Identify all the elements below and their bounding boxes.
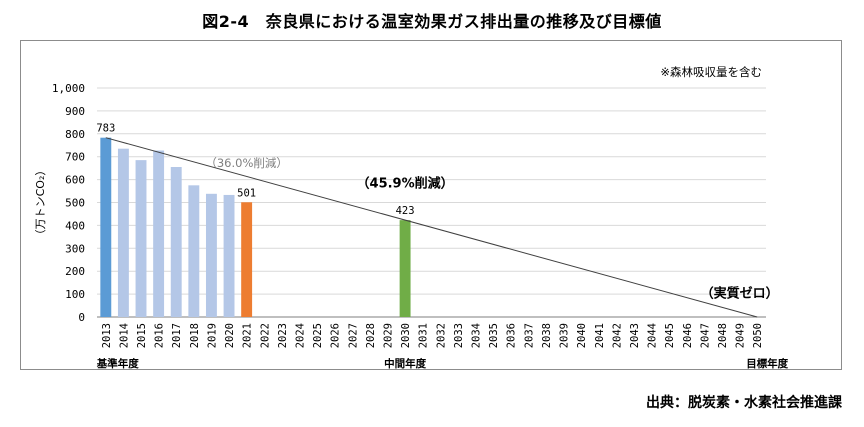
chart-note: ※森林吸収量を含む bbox=[660, 65, 762, 79]
y-tick-label: 400 bbox=[65, 219, 85, 232]
x-tick-label: 2048 bbox=[717, 323, 729, 348]
annotation-0: （36.0%削減） bbox=[205, 156, 288, 170]
x-tick-label: 2025 bbox=[312, 323, 324, 348]
chart-title: 図2-4 奈良県における温室効果ガス排出量の推移及び目標値 bbox=[202, 12, 662, 31]
data-label-2030: 423 bbox=[396, 205, 415, 217]
x-tick-label: 2034 bbox=[471, 323, 483, 348]
period-label-2: 目標年度 bbox=[746, 357, 788, 370]
x-tick-label: 2027 bbox=[347, 323, 359, 348]
data-label-2021: 501 bbox=[237, 187, 256, 199]
y-tick-label: 600 bbox=[65, 174, 85, 187]
x-tick-label: 2049 bbox=[735, 323, 747, 348]
bar-2017 bbox=[170, 167, 182, 317]
x-tick-label: 2029 bbox=[382, 323, 394, 348]
x-tick-label: 2039 bbox=[559, 323, 571, 348]
x-tick-label: 2013 bbox=[101, 323, 113, 348]
bar-2015 bbox=[135, 160, 147, 317]
period-label-1: 中間年度 bbox=[384, 357, 426, 370]
x-tick-label: 2042 bbox=[611, 323, 623, 348]
x-tick-label: 2043 bbox=[629, 323, 641, 348]
y-tick-label: 700 bbox=[65, 151, 85, 164]
x-tick-label: 2015 bbox=[136, 323, 148, 348]
x-tick-label: 2038 bbox=[541, 323, 553, 348]
x-tick-label: 2045 bbox=[664, 323, 676, 348]
source-note: 出典：脱炭素・水素社会推進課 bbox=[646, 395, 842, 411]
x-tick-label: 2021 bbox=[242, 323, 254, 348]
y-tick-label: 1,000 bbox=[52, 82, 85, 95]
x-tick-label: 2024 bbox=[294, 323, 306, 348]
y-tick-label: 900 bbox=[65, 105, 85, 118]
bar-2016 bbox=[153, 150, 165, 317]
x-tick-label: 2044 bbox=[647, 323, 659, 348]
x-tick-label: 2047 bbox=[699, 323, 711, 348]
x-tick-label: 2035 bbox=[488, 323, 500, 348]
x-tick-label: 2023 bbox=[277, 323, 289, 348]
x-tick-label: 2037 bbox=[523, 323, 535, 348]
y-tick-label: 100 bbox=[65, 288, 85, 301]
y-tick-label: 0 bbox=[78, 311, 85, 324]
bar-2019 bbox=[205, 193, 217, 317]
x-tick-label: 2040 bbox=[576, 323, 588, 348]
bar-2018 bbox=[188, 185, 200, 317]
x-tick-label: 2032 bbox=[435, 323, 447, 348]
annotation-2: （実質ゼロ） bbox=[701, 286, 779, 302]
x-tick-label: 2020 bbox=[224, 323, 236, 348]
x-tick-label: 2036 bbox=[506, 323, 518, 348]
x-tick-label: 2019 bbox=[206, 323, 218, 348]
trend-line bbox=[105, 137, 758, 318]
x-tick-label: 2046 bbox=[682, 323, 694, 348]
x-tick-label: 2022 bbox=[259, 323, 271, 348]
x-tick-label: 2018 bbox=[189, 323, 201, 348]
y-tick-label: 800 bbox=[65, 128, 85, 141]
period-label-0: 基準年度 bbox=[96, 357, 139, 370]
bar-2013 bbox=[100, 137, 112, 317]
y-tick-label: 200 bbox=[65, 265, 85, 278]
x-tick-label: 2014 bbox=[118, 323, 130, 348]
x-tick-label: 2030 bbox=[400, 323, 412, 348]
bar-2021 bbox=[241, 202, 253, 317]
x-tick-label: 2033 bbox=[453, 323, 465, 348]
y-tick-label: 500 bbox=[65, 197, 85, 210]
data-label-2013: 783 bbox=[96, 123, 115, 135]
y-axis-label: （万トンCO₂） bbox=[34, 165, 47, 241]
x-tick-label: 2028 bbox=[365, 323, 377, 348]
x-tick-label: 2050 bbox=[752, 323, 764, 348]
bar-2030 bbox=[399, 220, 411, 317]
bar-2020 bbox=[223, 194, 235, 317]
x-tick-label: 2017 bbox=[171, 323, 183, 348]
x-tick-label: 2016 bbox=[154, 323, 166, 348]
y-tick-label: 300 bbox=[65, 242, 85, 255]
chart-frame bbox=[20, 40, 842, 370]
x-tick-label: 2041 bbox=[594, 323, 606, 348]
bar-2014 bbox=[117, 148, 129, 317]
annotation-1: （45.9%削減） bbox=[357, 176, 454, 192]
x-tick-label: 2031 bbox=[418, 323, 430, 348]
x-tick-label: 2026 bbox=[330, 323, 342, 348]
